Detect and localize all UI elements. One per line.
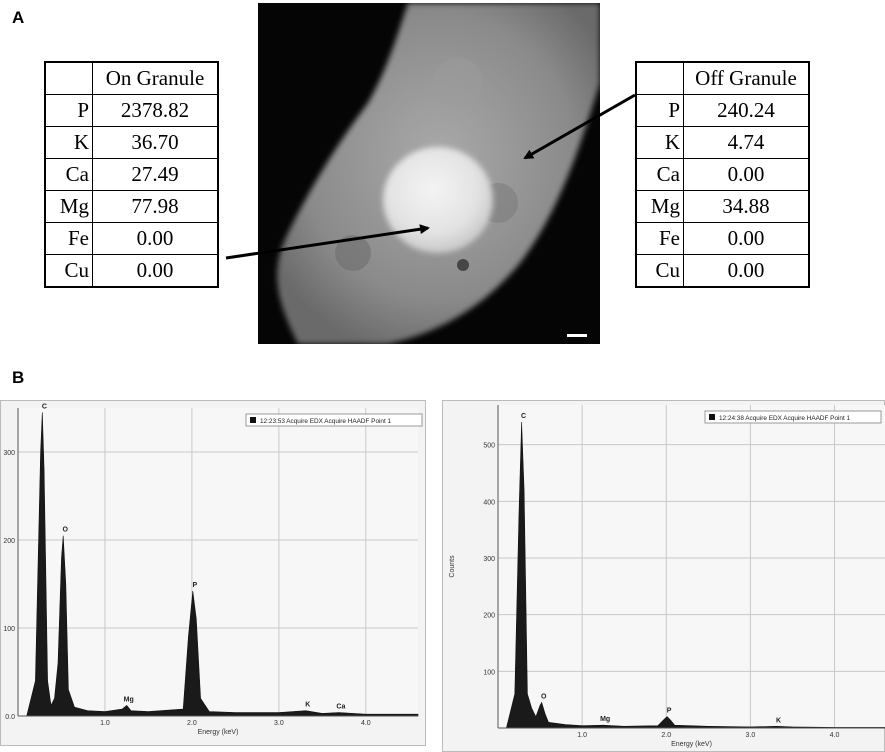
value-cell: 0.00	[683, 158, 810, 191]
element-cell: K	[44, 126, 93, 159]
x-tick-label: 4.0	[830, 732, 840, 739]
value-cell: 0.00	[683, 254, 810, 288]
peak-label: C	[42, 403, 47, 410]
spectrum-series	[506, 421, 885, 729]
y-axis-label: Counts	[449, 555, 456, 578]
table-row: P 240.24	[635, 94, 810, 127]
y-tick-label: 400	[483, 499, 495, 506]
table-corner-cell	[44, 61, 93, 95]
peak-label: Mg	[600, 716, 610, 723]
peak-label: C	[521, 413, 526, 420]
element-cell: P	[635, 94, 684, 127]
element-cell: Fe	[635, 222, 684, 255]
y-tick-label: 300	[3, 450, 15, 457]
table-row: Cu 0.00	[635, 254, 810, 288]
element-cell: Cu	[635, 254, 684, 288]
off-granule-table: Off Granule P 240.24 K 4.74 Ca 0.00 Mg 34.88…	[635, 61, 810, 288]
spectrum-series	[26, 412, 419, 717]
peak-label: O	[62, 527, 68, 534]
spectrum-chart-on-granule: 0.0 100 200 300 1.0 2.0 3.0 4.0 C O Mg P K Ca Energy (…	[0, 400, 426, 746]
peak-label: K	[776, 717, 781, 724]
table-header-row: On Granule	[44, 61, 219, 95]
peak-label: P	[192, 582, 197, 589]
x-tick-label: 2.0	[661, 732, 671, 739]
table-row: Mg 34.88	[635, 190, 810, 223]
legend-box	[245, 413, 423, 427]
y-tick-label: 500	[483, 443, 495, 450]
element-cell: P	[44, 94, 93, 127]
peak-label: P	[667, 708, 672, 715]
value-cell: 0.00	[92, 222, 219, 255]
value-cell: 0.00	[683, 222, 810, 255]
plot-area	[498, 405, 885, 728]
panel-letter-a: A	[12, 8, 25, 27]
y-tick-label: 300	[483, 556, 495, 563]
on-granule-table: On Granule P 2378.82 K 36.70 Ca 27.49 Mg 77.…	[44, 61, 219, 288]
element-cell: Ca	[635, 158, 684, 191]
value-cell: 2378.82	[92, 94, 219, 127]
table-header-row: Off Granule	[635, 61, 810, 95]
granule	[383, 147, 493, 253]
x-tick-label: 4.0	[361, 720, 371, 727]
x-tick-label: 2.0	[187, 720, 197, 727]
y-tick-label: 100	[483, 669, 495, 676]
element-cell: Cu	[44, 254, 93, 288]
spectrum-chart-off-granule: 100 200 300 400 500 1.0 2.0 3.0 4.0 C O Mg P K Energy …	[442, 400, 885, 752]
y-tick-label: 0.0	[5, 714, 15, 721]
value-cell: 240.24	[683, 94, 810, 127]
peak-label: K	[305, 702, 310, 709]
value-cell: 4.74	[683, 126, 810, 159]
legend-text: 12:23:53 Acquire EDX Acquire HAADF Point…	[260, 418, 392, 425]
table-row: Fe 0.00	[44, 222, 219, 255]
element-cell: Fe	[44, 222, 93, 255]
value-cell: 36.70	[92, 126, 219, 159]
x-tick-label: 3.0	[746, 732, 756, 739]
table-row: Fe 0.00	[635, 222, 810, 255]
y-tick-label: 100	[3, 626, 15, 633]
value-cell: 77.98	[92, 190, 219, 223]
table-row: Mg 77.98	[44, 190, 219, 223]
peak-label: O	[541, 694, 547, 701]
legend-swatch	[709, 414, 715, 420]
table-row: Ca 0.00	[635, 158, 810, 191]
element-cell: Ca	[44, 158, 93, 191]
value-cell: 34.88	[683, 190, 810, 223]
table-row: Ca 27.49	[44, 158, 219, 191]
x-tick-label: 1.0	[100, 720, 110, 727]
microscopy-svg	[258, 3, 600, 344]
table-row: P 2378.82	[44, 94, 219, 127]
scale-bar	[567, 334, 587, 337]
table-corner-cell	[635, 61, 684, 95]
x-axis-label: Energy (keV)	[198, 729, 239, 736]
legend-swatch	[250, 417, 256, 423]
peak-label: Mg	[124, 696, 134, 703]
y-tick-label: 200	[483, 613, 495, 620]
y-tick-label: 200	[3, 538, 15, 545]
table-row: Cu 0.00	[44, 254, 219, 288]
x-axis-label: Energy (keV)	[671, 741, 712, 748]
element-cell: K	[635, 126, 684, 159]
element-cell: Mg	[635, 190, 684, 223]
plot-area	[18, 408, 418, 716]
table-header: On Granule	[92, 61, 219, 95]
value-cell: 27.49	[92, 158, 219, 191]
table-header: Off Granule	[683, 61, 810, 95]
x-tick-label: 3.0	[274, 720, 284, 727]
legend-box	[704, 410, 882, 424]
element-cell: Mg	[44, 190, 93, 223]
table-row: K 4.74	[635, 126, 810, 159]
panel-letter-b: B	[12, 368, 25, 387]
microscopy-image	[258, 3, 600, 344]
peak-label: Ca	[336, 703, 345, 710]
table-row: K 36.70	[44, 126, 219, 159]
x-tick-label: 1.0	[577, 732, 587, 739]
value-cell: 0.00	[92, 254, 219, 288]
legend-text: 12:24:38 Acquire EDX Acquire HAADF Point…	[719, 415, 851, 422]
